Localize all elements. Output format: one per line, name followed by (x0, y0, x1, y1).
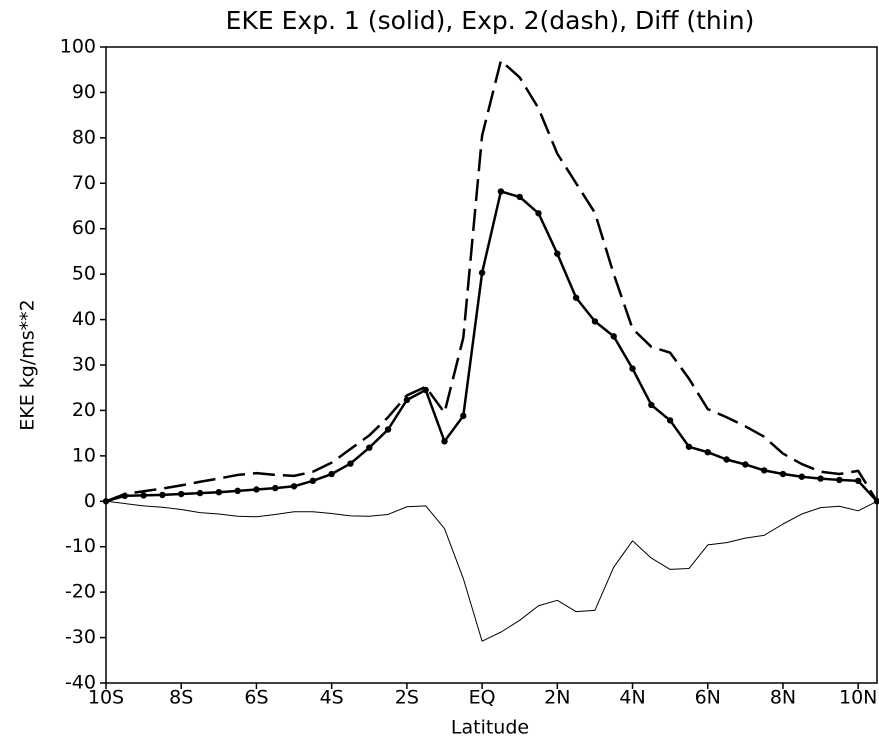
point (140, 492, 147, 499)
point (685, 443, 693, 450)
point (516, 193, 523, 201)
y-tick-label: -20 (65, 581, 96, 603)
point (253, 486, 260, 493)
y-tick-label: -30 (65, 626, 96, 648)
point (347, 460, 354, 467)
x-tick-label: 8S (169, 687, 193, 709)
y-tick-label: 90 (72, 81, 96, 103)
point (798, 473, 805, 480)
series-line (105, 59, 879, 503)
y-tick-label: 40 (72, 308, 96, 330)
y-tick-label: 80 (72, 126, 96, 148)
series-line (105, 190, 878, 503)
point (234, 487, 241, 495)
y-tick-label: 20 (72, 399, 96, 421)
point (178, 490, 185, 498)
x-tick-label: 10N (839, 687, 877, 709)
plot-frame (105, 46, 878, 684)
point (591, 318, 599, 325)
point (478, 269, 486, 276)
x-tick-label: 4S (320, 687, 344, 709)
x-tick-label: 6S (244, 687, 268, 709)
point (854, 477, 862, 485)
point (535, 210, 542, 217)
y-tick-label: 60 (72, 217, 96, 239)
point (723, 456, 730, 463)
point (196, 489, 204, 497)
point (403, 396, 411, 404)
x-tick-label: 8N (770, 687, 796, 709)
x-tick-label: 2N (544, 687, 570, 709)
point (215, 489, 223, 496)
y-tick-label: 70 (72, 172, 96, 194)
point (648, 401, 655, 409)
x-tick-label: 4N (619, 687, 645, 709)
y-tick-label: -10 (65, 535, 96, 557)
series-line (105, 500, 878, 642)
point (328, 470, 335, 478)
point (779, 470, 787, 478)
point (666, 417, 674, 424)
point (836, 476, 843, 484)
y-tick-label: 50 (72, 263, 96, 285)
y-tick-label: 10 (72, 444, 96, 466)
point (366, 444, 373, 451)
y-tick-label: -40 (65, 672, 96, 694)
point (441, 438, 448, 445)
x-axis-label: Latitude (451, 717, 529, 739)
point (742, 461, 749, 468)
point (384, 426, 392, 433)
point (704, 449, 711, 456)
x-tick-label: EQ (469, 687, 496, 709)
y-tick-label: 100 (60, 36, 96, 58)
point (460, 412, 467, 420)
point (760, 467, 768, 474)
x-tick-label: 6N (695, 687, 721, 709)
y-tick-label: 0 (84, 490, 96, 512)
point (159, 491, 166, 499)
point (629, 365, 636, 372)
point (497, 188, 505, 195)
y-axis-label: EKE kg/ms**2 (17, 299, 39, 430)
point (309, 477, 317, 485)
chart-title: EKE Exp. 1 (solid), Exp. 2(dash), Diff (… (226, 6, 755, 35)
x-tick-label: 2S (395, 687, 419, 709)
point (290, 483, 298, 490)
point (554, 250, 561, 257)
point (272, 484, 279, 492)
point (610, 333, 617, 340)
point (817, 475, 824, 482)
y-tick-label: 30 (72, 354, 96, 376)
point (572, 294, 580, 301)
x-tick-label: 10S (88, 687, 124, 709)
